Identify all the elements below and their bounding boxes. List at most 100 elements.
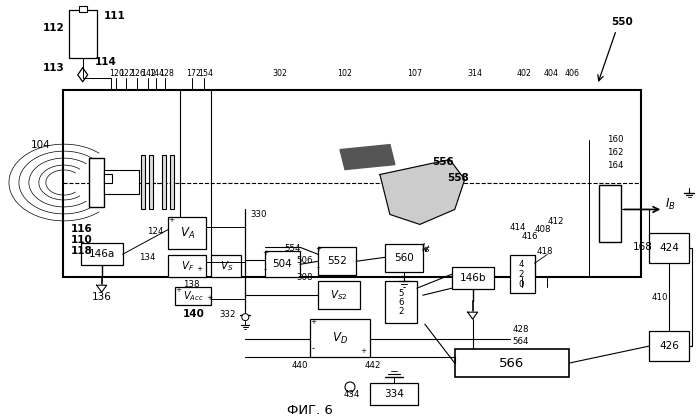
Bar bbox=[211, 255, 242, 277]
Text: $I_B$: $I_B$ bbox=[665, 197, 676, 212]
Bar bbox=[104, 173, 111, 183]
Text: 118: 118 bbox=[71, 246, 92, 256]
Text: 107: 107 bbox=[407, 69, 422, 78]
Text: 408: 408 bbox=[535, 225, 551, 234]
Circle shape bbox=[241, 314, 248, 321]
Text: +: + bbox=[196, 266, 202, 272]
Text: $I_S$: $I_S$ bbox=[421, 241, 430, 255]
Text: +: + bbox=[310, 319, 316, 325]
Text: 140: 140 bbox=[183, 309, 204, 319]
Text: 154: 154 bbox=[198, 69, 213, 78]
Text: $V_S$: $V_S$ bbox=[220, 259, 233, 273]
Text: 314: 314 bbox=[467, 69, 482, 78]
Text: 4: 4 bbox=[519, 260, 524, 269]
Bar bbox=[385, 244, 423, 272]
Bar bbox=[78, 6, 87, 12]
Bar bbox=[169, 217, 206, 249]
Bar bbox=[310, 319, 370, 357]
Bar bbox=[63, 90, 641, 277]
Bar bbox=[318, 281, 360, 309]
Bar bbox=[89, 158, 104, 207]
Bar bbox=[162, 155, 167, 210]
Text: $V_D$: $V_D$ bbox=[332, 331, 348, 346]
Text: 146b: 146b bbox=[459, 273, 486, 283]
Text: 122: 122 bbox=[119, 69, 134, 78]
Text: 114: 114 bbox=[94, 57, 117, 67]
Text: 418: 418 bbox=[536, 247, 553, 256]
Text: 104: 104 bbox=[31, 140, 51, 150]
Text: 332: 332 bbox=[220, 310, 237, 319]
Bar bbox=[104, 170, 139, 194]
Text: 504: 504 bbox=[272, 259, 292, 269]
Text: 112: 112 bbox=[43, 23, 64, 33]
Text: 334: 334 bbox=[384, 389, 404, 399]
Text: 134: 134 bbox=[139, 253, 156, 262]
Text: -: - bbox=[312, 344, 315, 354]
Bar bbox=[649, 233, 689, 263]
Text: 308: 308 bbox=[297, 273, 314, 282]
Text: 442: 442 bbox=[365, 360, 382, 370]
Bar bbox=[141, 155, 144, 210]
Bar bbox=[370, 383, 418, 405]
Text: 330: 330 bbox=[251, 210, 267, 219]
Text: 124: 124 bbox=[147, 227, 164, 236]
Bar bbox=[599, 184, 622, 242]
Bar bbox=[385, 281, 416, 323]
Text: 554: 554 bbox=[284, 244, 300, 253]
Bar bbox=[649, 331, 689, 361]
Text: 162: 162 bbox=[608, 148, 624, 157]
Text: 2: 2 bbox=[519, 270, 524, 279]
Text: 412: 412 bbox=[547, 217, 564, 226]
Text: 142: 142 bbox=[141, 69, 156, 78]
Bar bbox=[452, 267, 493, 289]
Text: 172: 172 bbox=[186, 69, 201, 78]
Bar bbox=[265, 251, 300, 277]
Text: 116: 116 bbox=[71, 225, 92, 234]
Text: 556: 556 bbox=[432, 157, 454, 167]
Bar bbox=[148, 155, 153, 210]
Text: $V_F$: $V_F$ bbox=[181, 259, 194, 273]
Text: 0: 0 bbox=[519, 280, 524, 289]
Polygon shape bbox=[380, 160, 465, 225]
Bar bbox=[176, 287, 211, 305]
Bar bbox=[171, 155, 174, 210]
Text: 120: 120 bbox=[109, 69, 124, 78]
Text: 564: 564 bbox=[512, 336, 529, 346]
Text: 126: 126 bbox=[130, 69, 145, 78]
Text: 136: 136 bbox=[92, 292, 111, 302]
Text: 426: 426 bbox=[659, 341, 679, 351]
Text: +: + bbox=[360, 348, 366, 354]
Text: +: + bbox=[315, 246, 321, 252]
Text: ФИГ. 6: ФИГ. 6 bbox=[287, 404, 333, 417]
Text: 6: 6 bbox=[398, 297, 404, 307]
Text: 5: 5 bbox=[398, 289, 404, 298]
Text: 550: 550 bbox=[611, 17, 633, 27]
Polygon shape bbox=[340, 145, 395, 170]
Text: 406: 406 bbox=[565, 69, 580, 78]
Text: 2: 2 bbox=[398, 307, 404, 316]
Text: 138: 138 bbox=[183, 280, 200, 289]
Text: -: - bbox=[264, 265, 267, 274]
Text: 160: 160 bbox=[608, 135, 624, 144]
Text: 111: 111 bbox=[104, 11, 125, 21]
Bar bbox=[510, 255, 535, 293]
Text: 113: 113 bbox=[43, 63, 65, 73]
Text: 146a: 146a bbox=[88, 249, 115, 259]
Polygon shape bbox=[97, 285, 106, 292]
Text: -: - bbox=[316, 263, 320, 272]
Text: 434: 434 bbox=[344, 391, 360, 399]
Text: 404: 404 bbox=[544, 69, 559, 78]
Bar bbox=[455, 349, 569, 377]
Text: 424: 424 bbox=[659, 243, 679, 253]
Text: $V_{Acc}$: $V_{Acc}$ bbox=[183, 289, 204, 303]
Text: +: + bbox=[206, 295, 212, 301]
Text: 410: 410 bbox=[651, 293, 668, 302]
Bar bbox=[169, 255, 206, 277]
Text: 566: 566 bbox=[499, 357, 524, 370]
Text: 110: 110 bbox=[71, 235, 92, 246]
Text: 440: 440 bbox=[292, 360, 309, 370]
Polygon shape bbox=[468, 312, 477, 319]
Circle shape bbox=[345, 382, 355, 392]
Text: 558: 558 bbox=[447, 173, 468, 183]
Text: 102: 102 bbox=[337, 69, 353, 78]
